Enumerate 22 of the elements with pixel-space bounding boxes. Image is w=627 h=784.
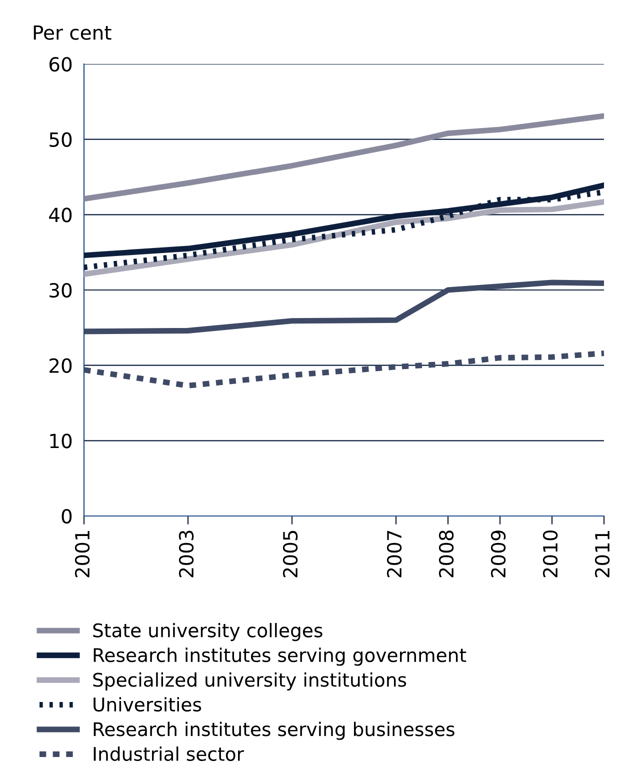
legend-label: Research institutes serving businesses [94,722,454,740]
y-tick-label: 20 [50,358,72,373]
x-tick-label: 2008 [438,530,454,578]
y-tick-label: 10 [50,434,72,448]
x-tick-label: 2001 [74,530,90,578]
x-tick-label: 2005 [282,530,298,578]
y-tick-label: 0 [62,508,72,524]
y-tick-label: 40 [49,208,72,222]
x-tick-label: 2010 [542,530,558,578]
legend-label: Universities [94,697,202,712]
x-tick-label: 2003 [178,530,194,578]
legend-label: Specialized university institutions [93,672,406,691]
y-axis-title: Per cent [34,25,112,40]
legend-label: Research institutes serving government [94,648,466,666]
x-tick-label: 2007 [386,530,402,578]
y-tick-label: 30 [50,282,72,298]
y-tick-label: 60 [50,56,72,72]
legend-label: Industrial sector [94,746,244,761]
x-tick-label: 2011 [594,530,610,578]
y-tick-label: 50 [50,132,72,147]
legend-label: State university colleges [93,622,322,642]
x-tick-label: 2009 [490,530,506,578]
